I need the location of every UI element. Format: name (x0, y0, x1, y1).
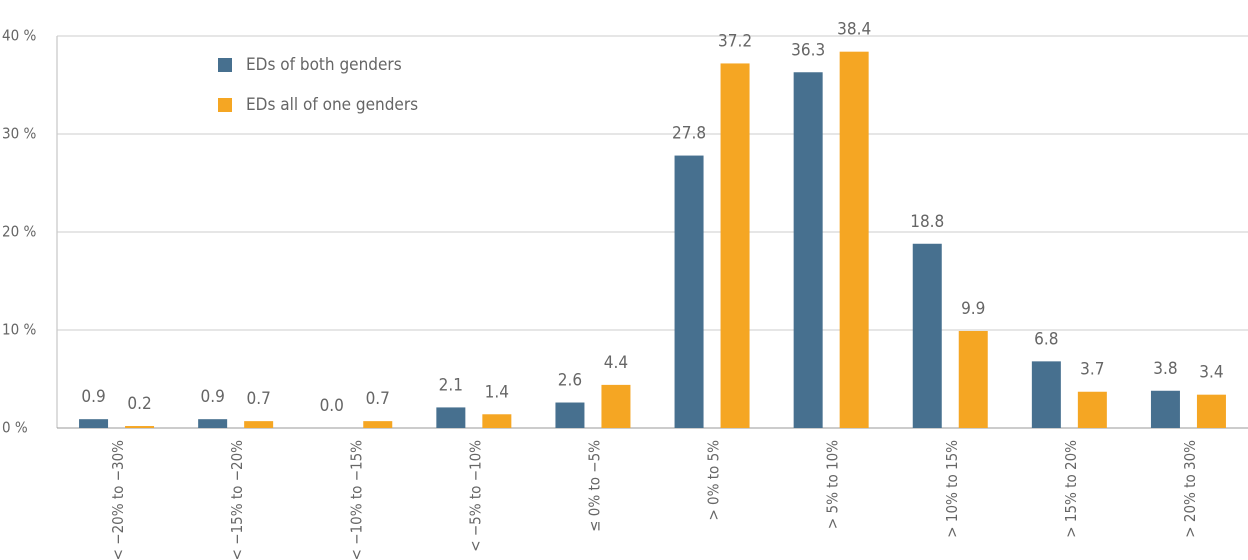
x-tick-label: > 0% to 5% (705, 440, 723, 521)
bar (958, 330, 988, 428)
bar (793, 72, 823, 428)
bar (1077, 391, 1107, 428)
bar (1196, 394, 1226, 428)
y-tick-label: 0 % (2, 419, 28, 437)
x-tick-label: < −15% to −20% (228, 440, 246, 560)
y-tick-label: 30 % (2, 125, 36, 143)
bar (912, 243, 942, 428)
value-label: 3.8 (1153, 359, 1177, 379)
x-tick-label: < −5% to −10% (466, 440, 484, 552)
value-label: 0.0 (320, 396, 344, 416)
value-label: 0.7 (366, 389, 390, 409)
bar (555, 402, 585, 428)
value-label: 0.2 (127, 394, 151, 414)
bar (720, 63, 750, 428)
value-label: 27.8 (672, 124, 706, 144)
value-label: 0.9 (200, 387, 224, 407)
y-tick-label: 20 % (2, 223, 36, 241)
value-label: 4.4 (604, 353, 628, 373)
value-label: 37.2 (718, 31, 752, 51)
value-label: 3.4 (1199, 363, 1223, 383)
bar (839, 51, 869, 429)
bar (1150, 390, 1180, 428)
bar (482, 414, 512, 428)
value-label: 9.9 (961, 299, 985, 319)
value-label: 0.9 (81, 387, 105, 407)
x-tick-label: > 15% to 20% (1062, 440, 1080, 538)
bar (244, 421, 274, 428)
value-label: 36.3 (791, 40, 825, 60)
value-label: 2.6 (558, 371, 582, 391)
bar (363, 421, 393, 428)
bar (436, 407, 466, 428)
value-label: 38.4 (837, 20, 871, 40)
x-tick-label: > 5% to 10% (824, 440, 842, 529)
value-label: 1.4 (485, 382, 509, 402)
legend-swatch (218, 98, 232, 112)
x-tick-label: < −20% to −30% (109, 440, 127, 560)
value-label: 2.1 (439, 375, 463, 395)
y-tick-label: 40 % (2, 27, 36, 45)
value-label: 18.8 (910, 212, 944, 232)
bar (79, 419, 109, 428)
legend-label: EDs of both genders (246, 55, 402, 75)
legend-swatch (218, 58, 232, 72)
y-tick-label: 10 % (2, 321, 36, 339)
x-tick-label: ≤ 0% to −5% (585, 440, 603, 532)
value-label: 0.7 (246, 389, 270, 409)
x-tick-label: > 10% to 15% (943, 440, 961, 538)
bar (601, 384, 631, 428)
bar (1031, 361, 1061, 428)
value-label: 6.8 (1034, 329, 1058, 349)
x-tick-label: > 20% to 30% (1181, 440, 1199, 538)
bar (674, 155, 704, 428)
legend-label: EDs all of one genders (246, 95, 418, 115)
value-label: 3.7 (1080, 360, 1104, 380)
x-tick-label: < −10% to −15% (347, 440, 365, 560)
bar (125, 426, 155, 428)
bar (198, 419, 228, 428)
